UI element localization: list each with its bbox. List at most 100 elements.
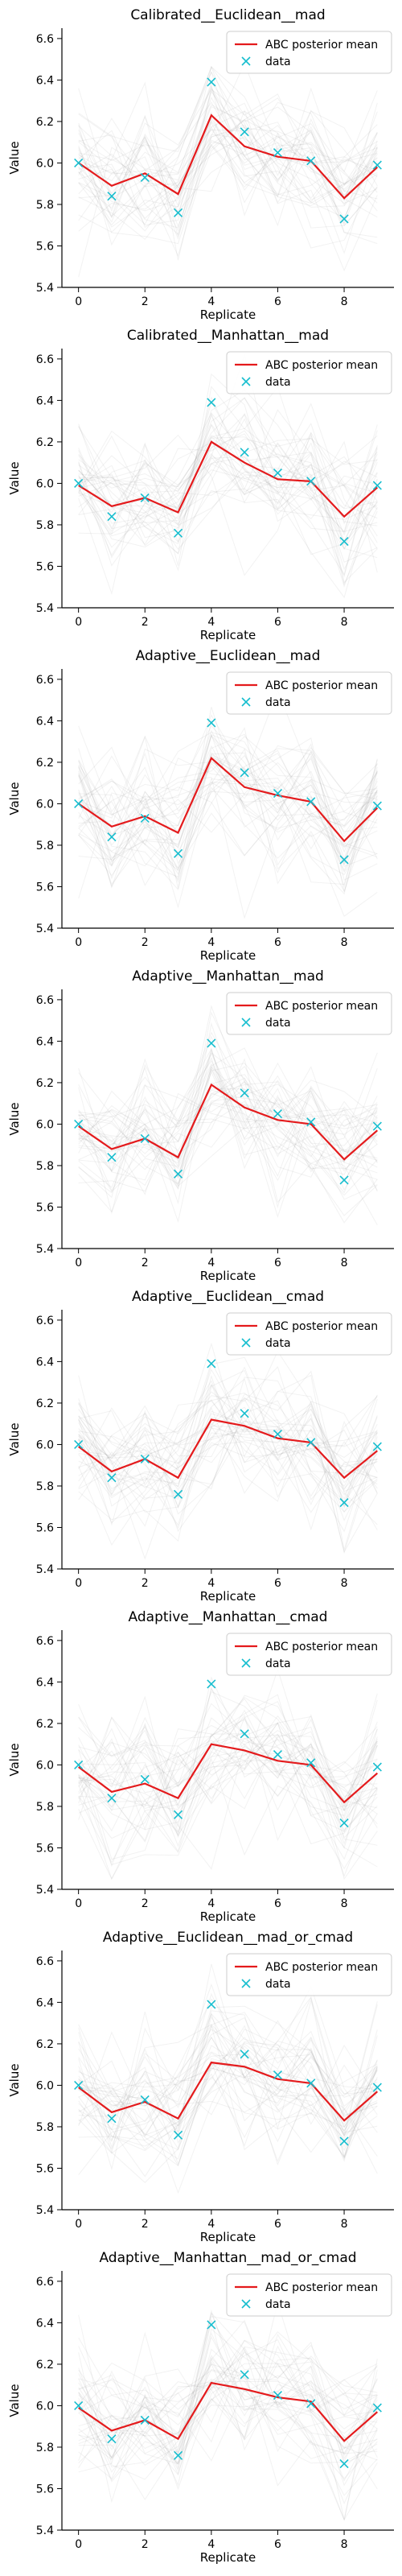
posterior-sample-line: [78, 2363, 378, 2455]
posterior-sample-line: [78, 1739, 378, 1878]
posterior-sample-line: [78, 1005, 378, 1167]
posterior-sample-line: [78, 1066, 378, 1164]
posterior-sample-line: [78, 90, 378, 220]
x-axis-label: Replicate: [200, 308, 256, 322]
posterior-sample-line: [78, 1011, 378, 1224]
x-tick-label: 6: [274, 2538, 281, 2551]
posterior-samples: [78, 1342, 378, 1560]
data-point: [173, 2450, 183, 2460]
posterior-sample-line: [78, 397, 378, 536]
posterior-sample-line: [78, 1985, 378, 2165]
posterior-sample-line: [78, 1715, 378, 1807]
posterior-sample-line: [78, 1366, 378, 1530]
chart-panel-8: Adaptive__Manhattan__mad_or_cmad 5.4 5.6 5.…: [7, 2250, 394, 2565]
posterior-sample-line: [78, 2378, 378, 2496]
data-point: [107, 2114, 117, 2124]
posterior-sample-line: [78, 1410, 378, 1502]
posterior-sample-line: [78, 1716, 378, 1820]
legend-marker-swatch: [241, 697, 251, 707]
posterior-sample-line: [78, 427, 378, 571]
posterior-sample-line: [78, 2334, 378, 2465]
y-tick-label: 6.6: [36, 1635, 54, 1648]
y-tick-label: 5.8: [36, 2442, 54, 2454]
posterior-sample-line: [78, 1676, 378, 1832]
posterior-sample-line: [78, 1368, 378, 1560]
y-axis-label: Value: [7, 2384, 22, 2417]
x-tick-label: 0: [75, 1257, 82, 1269]
posterior-sample-line: [78, 418, 378, 563]
data-point: [306, 156, 316, 166]
data-point: [107, 512, 117, 522]
x-tick-label: 2: [142, 1257, 149, 1269]
data-point: [372, 1121, 382, 1131]
data-point: [273, 2070, 283, 2080]
y-tick-label: 5.8: [36, 519, 54, 532]
data-point: [339, 1175, 349, 1185]
posterior-sample-line: [78, 1699, 378, 1864]
posterior-sample-line: [78, 1738, 378, 1834]
posterior-sample-line: [78, 1418, 378, 1484]
posterior-sample-line: [78, 745, 378, 847]
posterior-sample-line: [78, 2051, 378, 2162]
posterior-sample-line: [78, 2012, 378, 2152]
y-tick-label: 5.8: [36, 199, 54, 212]
legend-label: ABC posterior mean: [265, 1961, 378, 1974]
posterior-sample-line: [78, 1426, 378, 1501]
posterior-sample-line: [78, 389, 378, 596]
legend-marker-swatch: [241, 1018, 251, 1027]
posterior-sample-line: [78, 104, 378, 272]
posterior-sample-line: [78, 65, 378, 225]
data-point: [207, 1679, 216, 1689]
y-tick-label: 5.8: [36, 1801, 54, 1814]
posterior-sample-line: [78, 412, 378, 535]
y-tick-label: 6.0: [36, 2079, 54, 2092]
posterior-sample-line: [78, 1370, 378, 1509]
legend: ABC posterior mean data: [226, 1633, 392, 1676]
data-point: [339, 2136, 349, 2146]
posterior-sample-line: [78, 1080, 378, 1190]
posterior-sample-line: [78, 2037, 378, 2122]
posterior-sample-line: [78, 1717, 378, 1880]
posterior-sample-line: [78, 2330, 378, 2417]
x-axis-label: Replicate: [200, 2550, 256, 2565]
posterior-sample-line: [78, 1721, 378, 1853]
posterior-sample-line: [78, 748, 378, 866]
legend: ABC posterior mean data: [226, 2273, 392, 2317]
posterior-sample-line: [78, 1071, 378, 1162]
legend-label: data: [265, 696, 291, 709]
mean-line: [78, 114, 379, 200]
posterior-sample-line: [78, 102, 378, 212]
posterior-sample-line: [78, 1715, 378, 1823]
posterior-sample-line: [78, 735, 378, 872]
data-point: [173, 848, 183, 858]
posterior-sample-line: [78, 1999, 378, 2183]
chart-panel-6: Adaptive__Manhattan__cmad 5.4 5.6 5.8 6.0 6.2…: [7, 1609, 394, 1924]
legend-label: data: [265, 1337, 291, 1350]
posterior-sample-line: [78, 81, 378, 261]
posterior-sample-line: [78, 118, 378, 201]
x-tick-label: 6: [274, 1257, 281, 1269]
posterior-sample-line: [78, 1378, 378, 1546]
x-tick-label: 0: [75, 295, 82, 308]
posterior-sample-line: [78, 1401, 378, 1507]
posterior-sample-line: [78, 733, 378, 886]
posterior-sample-line: [78, 1075, 378, 1215]
posterior-sample-line: [78, 1701, 378, 1804]
posterior-sample-line: [78, 1400, 378, 1526]
y-tick-label: 6.4: [36, 1356, 54, 1368]
posterior-sample-line: [78, 755, 378, 886]
posterior-sample-line: [78, 1065, 378, 1192]
posterior-sample-line: [78, 456, 378, 559]
data-point: [107, 192, 117, 201]
y-tick-label: 5.4: [36, 1563, 54, 1576]
chart-panel-4: Adaptive__Manhattan__mad 5.4 5.6 5.8 6.0 6.2 6…: [7, 968, 394, 1283]
posterior-sample-line: [78, 753, 378, 866]
posterior-sample-line: [78, 1746, 378, 1836]
data-point: [173, 1489, 183, 1499]
posterior-sample-line: [78, 2378, 378, 2435]
legend: ABC posterior mean data: [226, 1312, 392, 1356]
posterior-sample-line: [78, 1728, 378, 1850]
data-point: [207, 2320, 216, 2330]
posterior-sample-line: [78, 1732, 378, 1880]
